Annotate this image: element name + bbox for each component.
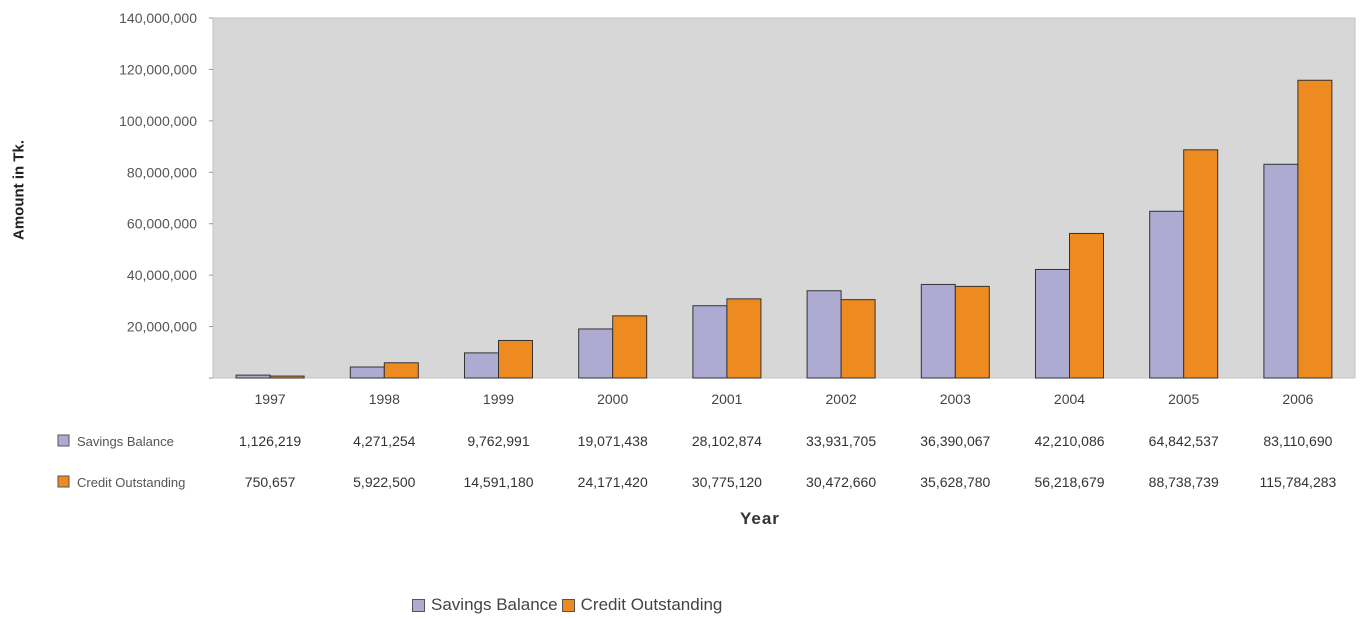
bar-savings: [692, 305, 728, 379]
data-table-cell: 33,931,705: [806, 433, 876, 449]
table-swatch-credit: [57, 475, 70, 488]
y-tick-label: 140,000,000: [119, 10, 197, 26]
table-row-label-credit: Credit Outstanding: [77, 475, 185, 490]
data-table-cell: 19,071,438: [578, 433, 648, 449]
x-tick-label: 2004: [1054, 391, 1085, 407]
bar-credit: [383, 362, 419, 379]
data-table-cell: 24,171,420: [578, 474, 648, 490]
x-tick-label: 2002: [826, 391, 857, 407]
bar-credit: [1183, 149, 1219, 379]
bar-credit: [612, 315, 648, 379]
data-table-cell: 30,775,120: [692, 474, 762, 490]
x-tick-label: 2000: [597, 391, 628, 407]
y-tick-label: 120,000,000: [119, 61, 197, 77]
data-table-cell: 56,218,679: [1034, 474, 1104, 490]
x-tick-label: 2006: [1282, 391, 1313, 407]
legend-swatch-credit: [561, 598, 575, 612]
data-table-cell: 42,210,086: [1034, 433, 1104, 449]
legend-label-savings: Savings Balance: [431, 595, 558, 614]
legend-swatch-savings: [412, 598, 425, 612]
bar-savings: [1035, 268, 1070, 379]
data-table-cell: 88,738,739: [1149, 474, 1219, 490]
bar-savings: [806, 290, 842, 379]
data-table-cell: 5,922,500: [353, 474, 415, 490]
bar-credit: [498, 339, 533, 379]
x-tick-label: 1997: [255, 391, 286, 407]
data-table-cell: 36,390,067: [920, 433, 990, 449]
table-row-label-savings: Savings Balance: [77, 434, 174, 449]
bar-credit: [726, 298, 762, 379]
x-tick-label: 2003: [940, 391, 971, 407]
y-axis-title: Amount in Tk.: [10, 140, 28, 240]
y-tick-label: 100,000,000: [119, 113, 197, 129]
bar-savings: [349, 366, 385, 379]
y-tick-label: 20,000,000: [127, 319, 197, 335]
data-table-cell: 30,472,660: [806, 474, 876, 490]
x-tick-label: 1999: [483, 391, 514, 407]
data-table-cell: 1,126,219: [239, 433, 301, 449]
data-table-cell: 9,762,991: [467, 433, 529, 449]
data-table-cell: 28,102,874: [692, 433, 762, 449]
legend-item-savings: Savings Balance: [412, 595, 558, 615]
data-table-cell: 4,271,254: [353, 433, 415, 449]
x-axis-title: Year: [740, 509, 780, 528]
bar-savings: [578, 328, 614, 379]
data-table-cell: 35,628,780: [920, 474, 990, 490]
bar-savings: [235, 374, 271, 379]
data-table-cell: 64,842,537: [1149, 433, 1219, 449]
bar-credit: [954, 285, 990, 379]
y-tick-label: 40,000,000: [127, 267, 197, 283]
x-tick-label: 2001: [711, 391, 742, 407]
data-table-cell: 115,784,283: [1259, 474, 1336, 490]
bar-credit: [840, 299, 876, 379]
bar-savings: [920, 283, 956, 379]
x-tick-label: 1998: [369, 391, 400, 407]
legend-item-credit: Credit Outstanding: [561, 595, 723, 615]
data-table-cell: 750,657: [245, 474, 296, 490]
bar-credit: [1069, 232, 1104, 379]
legend-label-credit: Credit Outstanding: [580, 595, 723, 614]
bar-savings: [1263, 163, 1299, 379]
y-tick-label: 60,000,000: [127, 216, 197, 232]
y-tick-label: 80,000,000: [127, 164, 197, 180]
x-tick-label: 2005: [1168, 391, 1199, 407]
bar-savings: [1149, 210, 1185, 379]
legend: Savings Balance Credit Outstanding: [412, 595, 726, 615]
bar-credit: [269, 375, 305, 379]
data-table-cell: 83,110,690: [1263, 433, 1332, 449]
bar-credit: [1297, 79, 1333, 379]
data-table-cell: 14,591,180: [463, 474, 533, 490]
table-swatch-savings: [57, 434, 70, 447]
bar-savings: [464, 352, 499, 379]
